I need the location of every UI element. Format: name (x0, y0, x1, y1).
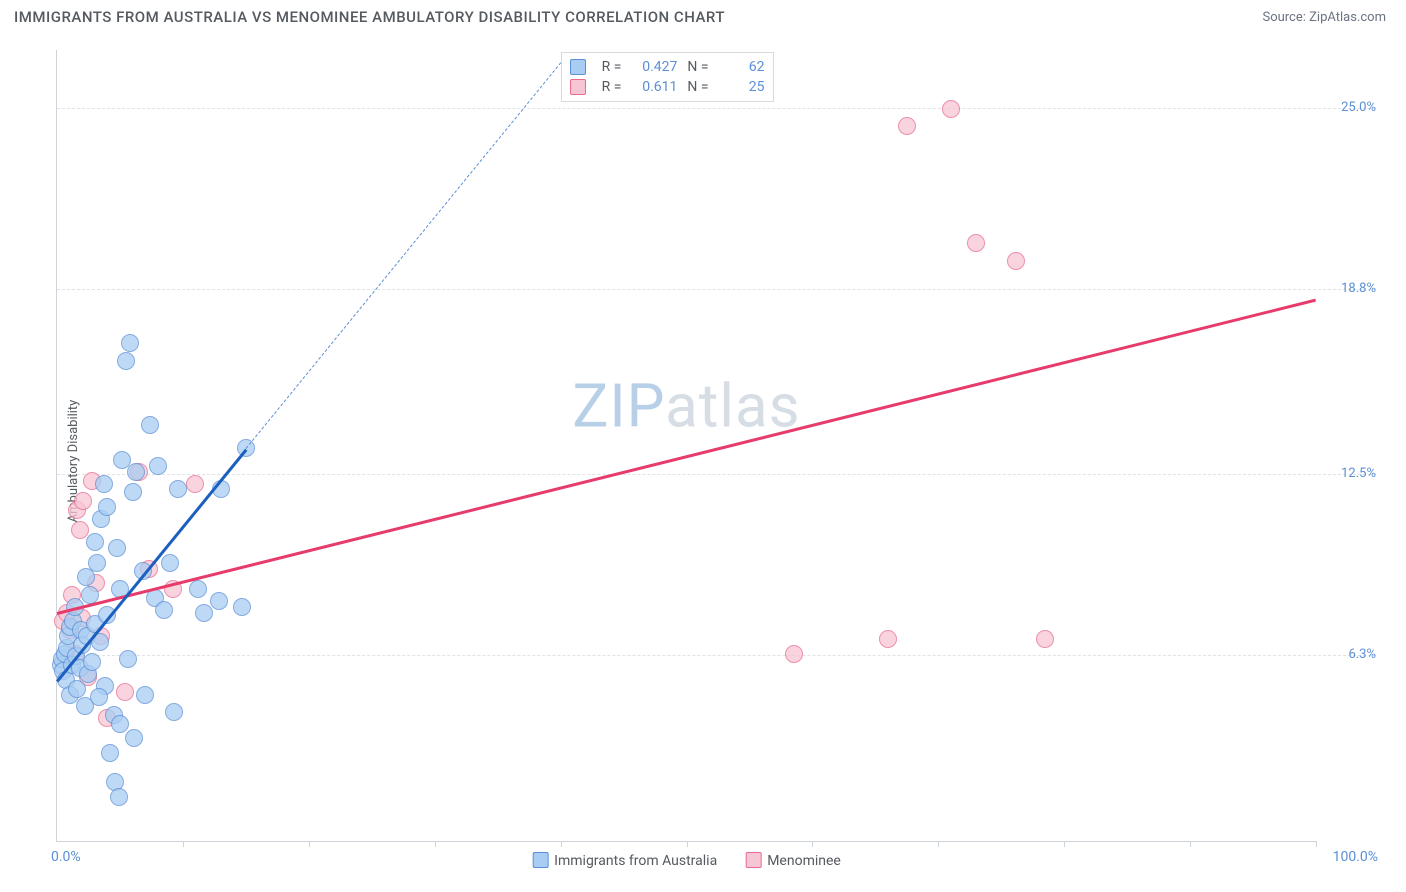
y-tick-label: 12.5% (1341, 466, 1376, 481)
data-point-australia (124, 483, 142, 501)
gridline: 6.3% (57, 655, 1376, 656)
data-point-australia (117, 352, 135, 370)
gridline: 25.0% (57, 108, 1376, 109)
x-tick (812, 841, 813, 847)
trendline-australia-extension (245, 63, 561, 449)
data-point-australia (233, 598, 251, 616)
data-point-australia (165, 703, 183, 721)
legend-swatch-pink (570, 79, 586, 95)
data-point-menominee (116, 683, 134, 701)
data-point-menominee (785, 645, 803, 663)
data-point-australia (95, 475, 113, 493)
scatter-plot-area: ZIPatlas R = 0.427 N = 62 R = 0.611 N = … (56, 50, 1316, 842)
data-point-australia (195, 604, 213, 622)
data-point-australia (121, 334, 139, 352)
data-point-australia (111, 715, 129, 733)
x-axis-max-label: 100.0% (1333, 849, 1378, 865)
x-tick (1064, 841, 1065, 847)
legend-swatch-blue (532, 852, 548, 868)
data-point-australia (169, 480, 187, 498)
data-point-australia (88, 554, 106, 572)
legend-swatch-blue (570, 59, 586, 75)
data-point-menominee (898, 117, 916, 135)
data-point-australia (210, 592, 228, 610)
data-point-australia (119, 650, 137, 668)
data-point-australia (110, 788, 128, 806)
x-tick (435, 841, 436, 847)
data-point-australia (141, 416, 159, 434)
data-point-menominee (967, 234, 985, 252)
gridline: 12.5% (57, 474, 1376, 475)
data-point-australia (125, 729, 143, 747)
watermark: ZIPatlas (572, 370, 800, 441)
x-tick (938, 841, 939, 847)
data-point-menominee (879, 630, 897, 648)
data-point-menominee (1007, 252, 1025, 270)
y-tick-label: 18.8% (1341, 281, 1376, 296)
data-point-australia (98, 498, 116, 516)
data-point-australia (155, 601, 173, 619)
data-point-australia (127, 463, 145, 481)
x-tick (561, 841, 562, 847)
data-point-australia (77, 568, 95, 586)
legend-swatch-pink (745, 852, 761, 868)
correlation-stats-box: R = 0.427 N = 62 R = 0.611 N = 25 (561, 52, 774, 102)
x-tick (1190, 841, 1191, 847)
data-point-australia (189, 580, 207, 598)
data-point-australia (83, 653, 101, 671)
data-point-australia (149, 457, 167, 475)
data-point-menominee (942, 100, 960, 118)
x-axis-min-label: 0.0% (51, 849, 81, 865)
data-point-australia (161, 554, 179, 572)
data-point-menominee (1036, 630, 1054, 648)
data-point-australia (68, 680, 86, 698)
chart-title: IMMIGRANTS FROM AUSTRALIA VS MENOMINEE A… (14, 8, 725, 26)
bottom-legend: Immigrants from Australia Menominee (532, 852, 841, 869)
data-point-australia (101, 744, 119, 762)
x-tick (687, 841, 688, 847)
y-tick-label: 25.0% (1341, 100, 1376, 115)
data-point-menominee (186, 475, 204, 493)
gridline: 18.8% (57, 289, 1376, 290)
data-point-australia (108, 539, 126, 557)
data-point-australia (90, 688, 108, 706)
data-point-menominee (74, 492, 92, 510)
source-attribution: Source: ZipAtlas.com (1262, 10, 1386, 25)
x-tick (309, 841, 310, 847)
x-tick (1316, 841, 1317, 847)
x-tick (183, 841, 184, 847)
data-point-australia (86, 533, 104, 551)
data-point-australia (136, 686, 154, 704)
y-tick-label: 6.3% (1348, 647, 1376, 662)
